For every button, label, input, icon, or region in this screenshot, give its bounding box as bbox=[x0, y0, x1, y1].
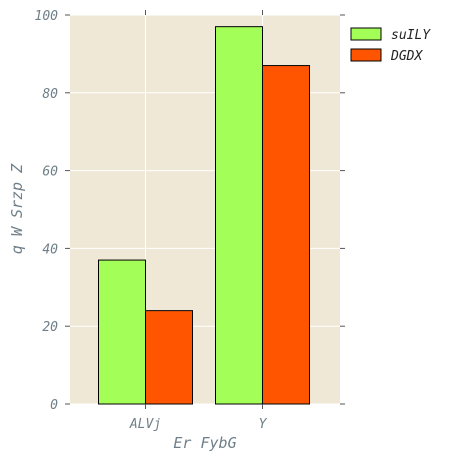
bar-dgdx-y bbox=[262, 65, 310, 405]
legend: suILY DGDX bbox=[350, 27, 431, 64]
x-axis-label: Er FybG bbox=[173, 434, 236, 452]
y-axis: 0 20 40 60 80 100 bbox=[35, 9, 345, 413]
x-tick-label: ALVj bbox=[129, 417, 161, 432]
legend-label-suily: suILY bbox=[391, 28, 431, 43]
legend-swatch-dgdx bbox=[350, 48, 382, 62]
y-tick-label: 80 bbox=[42, 87, 58, 102]
y-axis-label: q W Srzp Z bbox=[8, 163, 26, 254]
legend-label-dgdx: DGDX bbox=[390, 49, 423, 64]
y-tick-label: 40 bbox=[42, 242, 58, 257]
bar-suily-alvj bbox=[98, 259, 146, 405]
y-tick-label: 60 bbox=[42, 165, 58, 180]
bars bbox=[98, 26, 310, 405]
x-axis: ALVj Y bbox=[129, 10, 268, 432]
y-tick-label: 100 bbox=[35, 9, 59, 24]
bar-dgdx-alvj bbox=[145, 310, 193, 405]
legend-swatch-suily bbox=[350, 27, 382, 41]
y-tick-label: 0 bbox=[50, 398, 58, 413]
x-tick-label: Y bbox=[259, 417, 268, 432]
bar-suily-y bbox=[215, 26, 263, 405]
y-tick-label: 20 bbox=[42, 320, 58, 335]
